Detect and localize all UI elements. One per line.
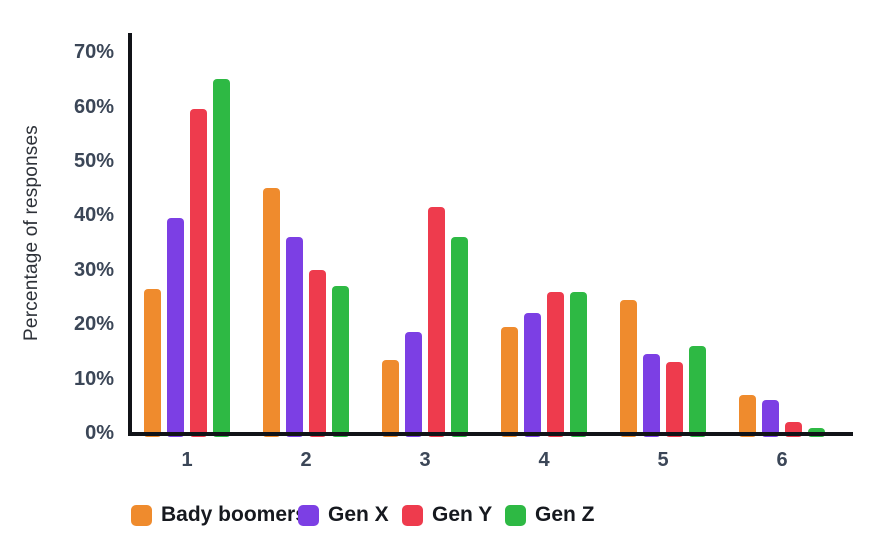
bar-gen-y-cat-3 (428, 207, 445, 437)
y-tick-label: 10% (73, 367, 114, 390)
bar-gen-x-cat-1 (167, 218, 184, 437)
y-tick-label: 30% (73, 258, 114, 281)
bar-bady-boomers-cat-4 (501, 326, 518, 437)
bar-gen-z-cat-1 (213, 79, 230, 437)
bar-gen-z-cat-2 (332, 286, 349, 437)
x-axis-line (128, 432, 853, 436)
y-tick-label: 50% (73, 150, 114, 172)
bar-gen-y-cat-2 (309, 269, 326, 437)
legend-item-gen-y: Gen Y (402, 503, 492, 527)
bar-gen-y-cat-4 (547, 291, 564, 437)
legend-swatch-icon (298, 504, 319, 526)
bar-gen-z-cat-5 (689, 345, 706, 437)
bar-gen-x-cat-4 (524, 313, 541, 437)
legend-item-gen-z: Gen Z (505, 503, 595, 527)
bar-bady-boomers-cat-5 (620, 299, 637, 437)
y-tick-label: 0% (85, 422, 114, 444)
legend-label: Bady boomers (161, 503, 307, 526)
bar-gen-x-cat-3 (405, 332, 422, 437)
legend-swatch-icon (402, 504, 423, 526)
y-axis-line (128, 33, 132, 436)
legend-label: Gen X (328, 503, 389, 526)
x-axis-label-1: 1 (181, 449, 193, 471)
legend-label: Gen Z (535, 503, 595, 526)
legend-swatch-icon (131, 504, 152, 526)
x-axis-label-4: 4 (538, 449, 550, 471)
legend-item-bady-boomers: Bady boomers (131, 503, 307, 527)
bar-gen-y-cat-5 (666, 362, 683, 437)
y-tick-label: 40% (73, 204, 114, 227)
y-tick-label: 70% (73, 41, 114, 64)
bar-gen-x-cat-2 (286, 237, 303, 437)
bar-gen-y-cat-1 (190, 109, 207, 437)
bar-gen-x-cat-6 (762, 400, 779, 437)
bar-bady-boomers-cat-6 (739, 394, 756, 437)
x-axis-label-2: 2 (300, 449, 312, 471)
bar-bady-boomers-cat-1 (144, 288, 161, 437)
bar-gen-z-cat-4 (570, 291, 587, 437)
legend-label: Gen Y (432, 503, 493, 526)
x-axis-label-5: 5 (657, 449, 669, 471)
bar-gen-z-cat-3 (451, 237, 468, 437)
bar-gen-x-cat-5 (643, 354, 660, 437)
x-axis-label-3: 3 (419, 449, 431, 471)
legend-item-gen-x: Gen X (298, 503, 389, 527)
x-axis-label-6: 6 (776, 449, 788, 471)
y-tick-label: 60% (73, 95, 114, 118)
y-tick-label: 20% (73, 313, 114, 336)
bar-bady-boomers-cat-2 (263, 188, 280, 437)
bar-bady-boomers-cat-3 (382, 359, 399, 437)
legend-swatch-icon (505, 504, 526, 526)
